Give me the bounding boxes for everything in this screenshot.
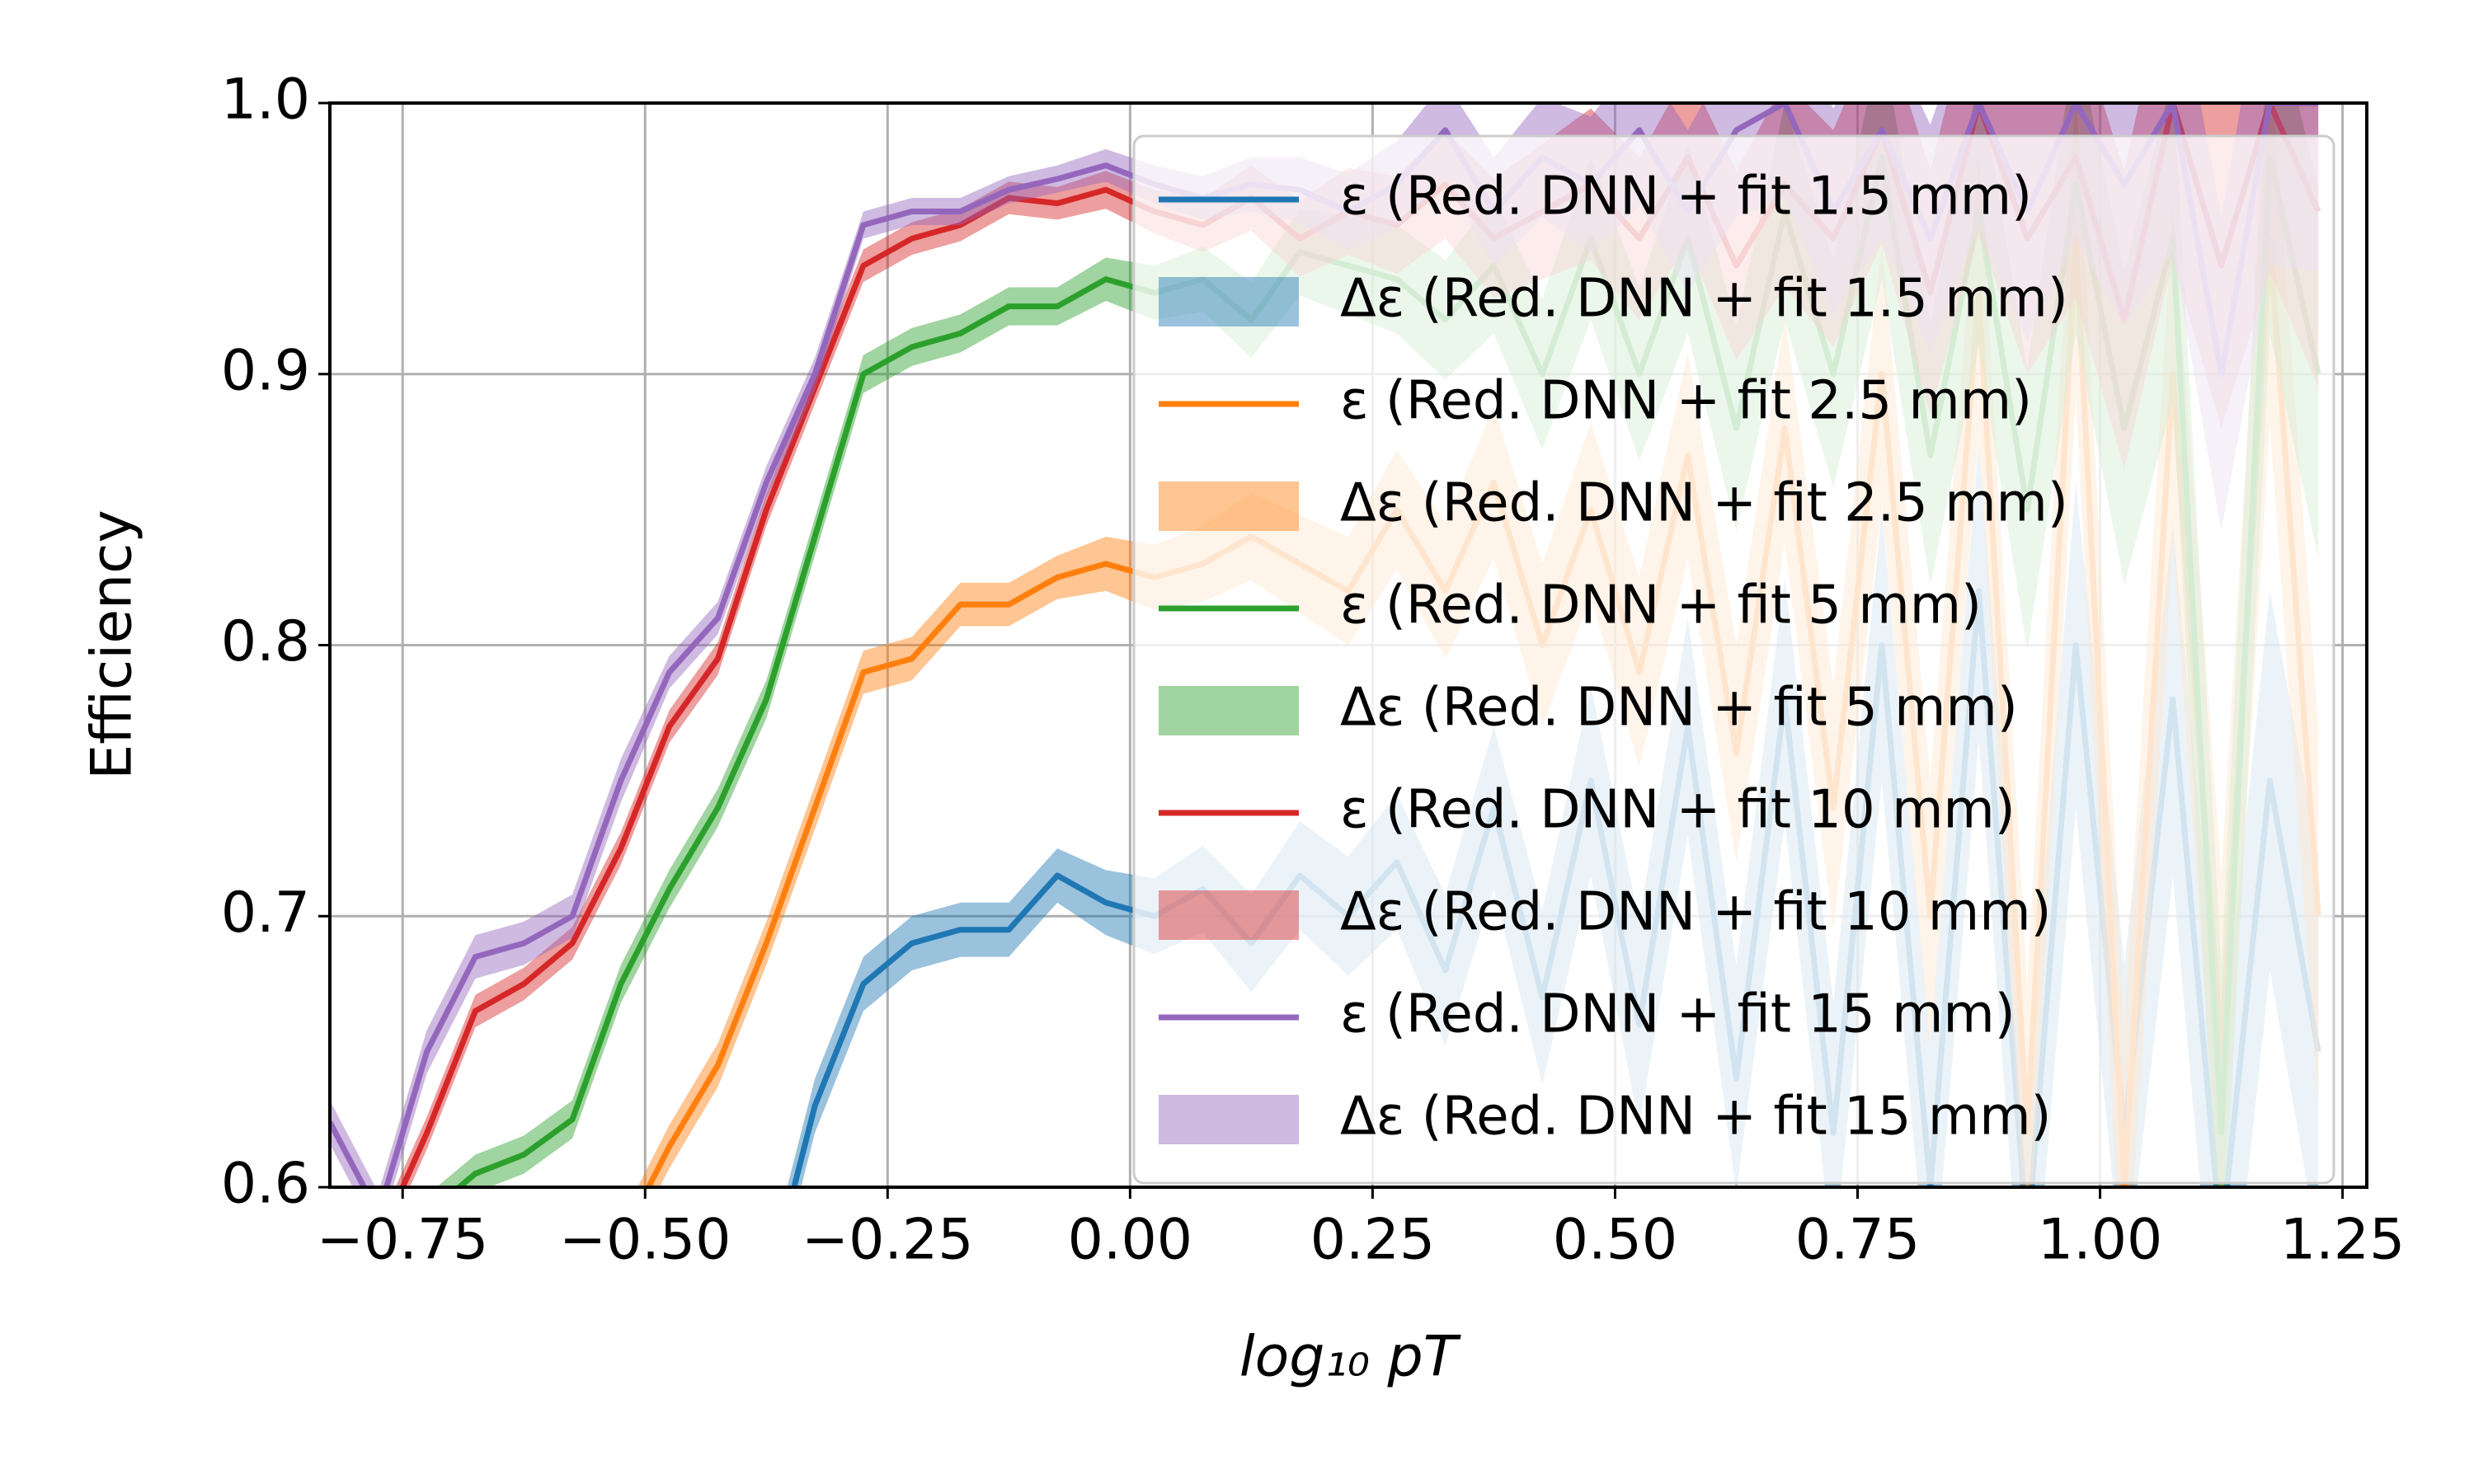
x-tick-label: 0.00 [1068, 1208, 1192, 1273]
ticks: −0.75 −0.50 −0.25 0.00 0.25 0.50 0.75 1.00 1.25 0… [221, 68, 2405, 1273]
legend-text: ε (Red. DNN + fit 10 mm) [1340, 780, 2015, 841]
legend-text: Δε (Red. DNN + fit 2.5 mm) [1340, 473, 2068, 534]
y-tick-label: 0.8 [221, 609, 310, 674]
legend-text: ε (Red. DNN + fit 1.5 mm) [1340, 167, 2032, 228]
x-tick-label: 0.75 [1795, 1208, 1920, 1273]
legend-band [1159, 1095, 1299, 1144]
legend-band [1159, 686, 1299, 735]
y-tick-label: 0.7 [221, 881, 310, 946]
x-tick-label: −0.50 [559, 1208, 731, 1273]
legend-band [1159, 481, 1299, 531]
legend-text: ε (Red. DNN + fit 15 mm) [1340, 984, 2015, 1045]
x-tick-label: 0.50 [1553, 1208, 1677, 1273]
x-tick-label: 1.25 [2280, 1208, 2405, 1273]
legend-band [1159, 277, 1299, 326]
x-tick-label: 0.25 [1310, 1208, 1435, 1273]
x-tick-label: −0.25 [802, 1208, 973, 1273]
y-tick-label: 1.0 [221, 68, 310, 133]
legend-text: Δε (Red. DNN + fit 15 mm) [1340, 1087, 2052, 1148]
y-tick-label: 0.9 [221, 338, 310, 403]
legend-text: Δε (Red. DNN + fit 1.5 mm) [1340, 269, 2068, 330]
x-tick-label: 1.00 [2038, 1208, 2162, 1273]
x-tick-label: −0.75 [317, 1208, 488, 1273]
legend-text: Δε (Red. DNN + fit 10 mm) [1340, 882, 2052, 943]
legend: ε (Red. DNN + fit 1.5 mm) Δε (Red. DNN + … [1132, 134, 2335, 1185]
legend-band [1159, 890, 1299, 940]
legend-text: Δε (Red. DNN + fit 5 mm) [1340, 678, 2018, 739]
legend-text: ε (Red. DNN + fit 2.5 mm) [1340, 371, 2032, 432]
x-axis-label: log₁₀ pT [1239, 1325, 1461, 1390]
legend-box [1132, 134, 2335, 1185]
y-axis-label: Efficiency [80, 510, 145, 780]
legend-text: ε (Red. DNN + fit 5 mm) [1340, 575, 1982, 636]
y-tick-label: 0.6 [221, 1152, 310, 1217]
